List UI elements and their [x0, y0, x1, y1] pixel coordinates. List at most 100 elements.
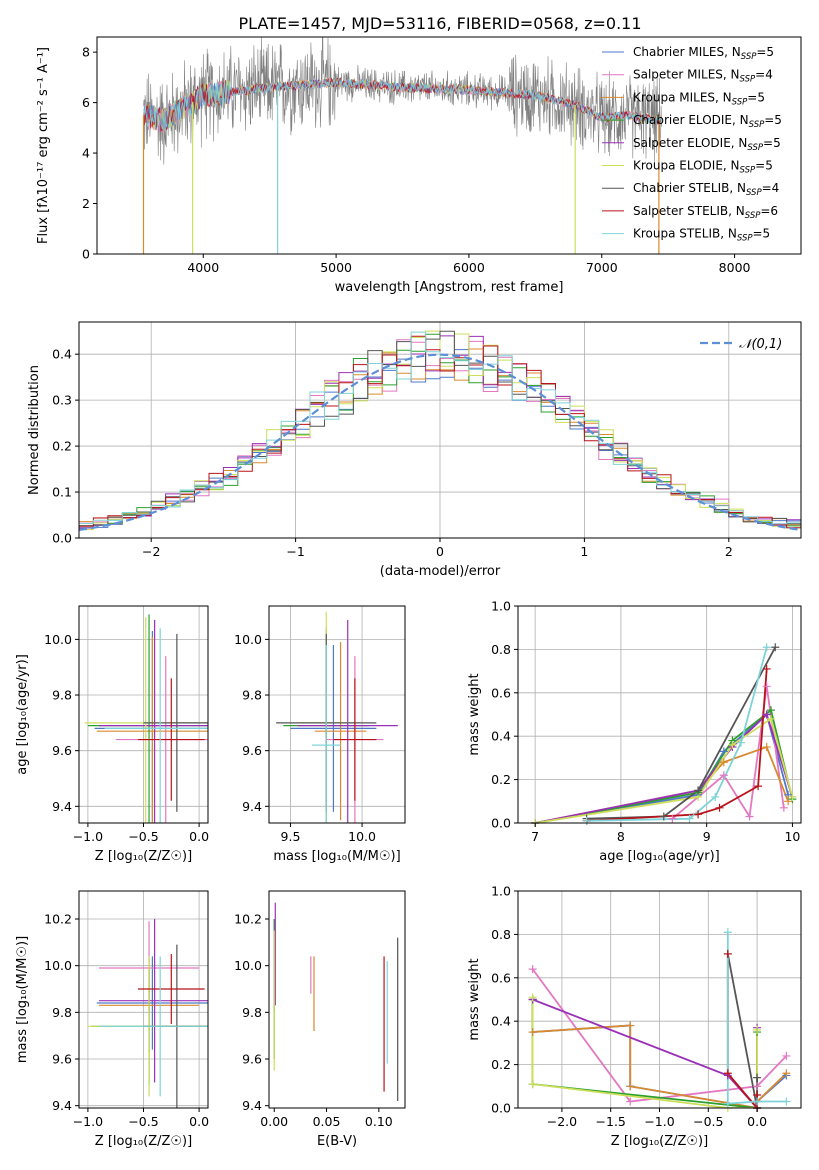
weight-Z-marker: [626, 1021, 635, 1030]
weight-age-ytick-label: 0.8: [491, 642, 511, 657]
age-mass-ytick-label: 10.0: [234, 632, 262, 647]
spectrum-frame: [96, 36, 802, 255]
legend-entry-sub: SSP: [741, 52, 757, 62]
weight-Z-ytick-label: 0.6: [491, 970, 511, 985]
residuals-ytick-label: 0.3: [52, 393, 72, 408]
age-mass-ytick-label: 9.6: [242, 743, 262, 758]
legend-entry: Chabrier MILES, NSSP=5: [633, 45, 774, 62]
spectrum-ylabel: Flux [fλ10⁻¹⁷ erg cm⁻² s⁻¹ A⁻¹]: [36, 47, 51, 244]
weight-Z-marker: [528, 1080, 537, 1089]
weight-age-frame: [517, 605, 802, 824]
weight-age-marker: [788, 792, 797, 801]
weight-age-marker: [762, 682, 771, 691]
weight-Z-marker: [723, 928, 732, 937]
mass-Z-xtick-label: −0.5: [128, 1114, 158, 1129]
weight-age-xtick-label: 9: [703, 829, 711, 844]
legend-entry: Salpeter STELIB, NSSP=6: [633, 204, 778, 221]
age-Z-ytick-label: 9.4: [52, 799, 72, 814]
mass-Z-plot-area: [87, 919, 208, 1108]
weight-age-line-chabrier-stelib: [586, 646, 777, 820]
mass-ebv-xtick-label: 0.05: [313, 1114, 341, 1129]
age-Z-ytick-label: 9.8: [52, 688, 72, 703]
legend-entry-count: =4: [755, 68, 773, 82]
spectrum-plot-area: [142, 37, 662, 254]
weight-age-ylabel: mass weight: [467, 673, 482, 755]
weight-age-marker: [685, 814, 694, 823]
weight-age-panel: 7 8 9 10 0.0 0.2 0.4 0.6 0.8 1.0 age [log₁₀(age/yr…: [467, 599, 802, 864]
weight-age-marker: [762, 643, 771, 652]
weight-age-ytick-label: 0.6: [491, 685, 511, 700]
legend-entry-text: Salpeter ELODIE, N: [633, 136, 747, 150]
spectrum-xtick-label: 4000: [187, 260, 219, 275]
spectrum-ytick-label: 0: [82, 247, 90, 262]
mass-ebv-xlabel: E(B-V): [317, 1134, 357, 1149]
weight-Z-marker: [528, 1028, 537, 1037]
age-Z-xtick-label: 0.0: [189, 829, 209, 844]
spectrum-xlabel: wavelength [Angstrom, rest frame]: [335, 280, 564, 295]
residuals-xtick-label: −1: [286, 544, 304, 559]
mass-ebv-ytick-label: 10.2: [234, 912, 262, 927]
legend-entry-count: =5: [764, 113, 782, 127]
age-Z-xtick-label: −0.5: [128, 829, 158, 844]
residuals-xtick-label: 1: [580, 544, 588, 559]
residuals-normal-curve: [79, 353, 801, 531]
age-Z-ytick-label: 10.0: [44, 632, 72, 647]
weight-Z-marker: [753, 1025, 762, 1034]
legend-entry-count: =5: [763, 136, 781, 150]
mass-Z-ylabel: mass [log₁₀(M/M☉)]: [15, 936, 30, 1063]
weight-age-marker: [745, 812, 754, 821]
mass-ebv-xtick-label: 0.10: [365, 1114, 393, 1129]
weight-age-marker: [728, 740, 737, 749]
legend-entry-sub: SSP: [732, 97, 748, 107]
legend-entry-count: =5: [753, 227, 771, 241]
mass-ebv-xtick-label: 0.00: [260, 1114, 288, 1129]
residuals-hist-kroupa-elodie: [79, 330, 801, 531]
weight-age-marker: [668, 814, 677, 823]
weight-Z-marker: [753, 1082, 762, 1091]
legend-entry-text: Chabrier MILES, N: [633, 45, 741, 59]
weight-age-xtick-label: 7: [531, 829, 539, 844]
residuals-xtick-label: −2: [142, 544, 160, 559]
legend-entry-text: Salpeter MILES, N: [633, 68, 740, 82]
residuals-xtick-label: 2: [725, 544, 733, 559]
weight-Z-ytick-label: 0.2: [491, 1057, 511, 1072]
spectrum-ytick-label: 4: [82, 146, 90, 161]
weight-Z-panel: −2.0 −1.5 −1.0 −0.5 0.0 0.0 0.2 0.4 0.6 0.8 1.0 Z […: [467, 884, 802, 1149]
mass-Z-ytick-label: 9.4: [52, 1098, 72, 1113]
weight-Z-marker: [723, 1099, 732, 1108]
weight-age-marker: [766, 714, 775, 723]
age-Z-panel: −1.0 −0.5 0.0 9.4 9.6 9.8 10.0 Z [log₁₀(Z/Z☉)] a…: [15, 605, 209, 864]
weight-age-marker: [779, 803, 788, 812]
weight-Z-line-salpeter-miles: [531, 968, 788, 1103]
weight-age-ytick-label: 0.4: [491, 729, 511, 744]
legend-entry: Kroupa STELIB, NSSP=5: [633, 227, 770, 244]
legend-entry: Chabrier ELODIE, NSSP=5: [633, 113, 782, 130]
residuals-ylabel: Normed distribution: [27, 365, 42, 495]
legend-entry-sub: SSP: [749, 120, 765, 130]
mass-ebv-plot-area: [273, 902, 399, 1101]
weight-Z-xtick-label: −0.5: [693, 1114, 723, 1129]
weight-Z-marker: [528, 965, 537, 974]
mass-Z-ytick-label: 10.0: [44, 958, 72, 973]
weight-age-marker: [719, 758, 728, 767]
legend-entry-sub: SSP: [737, 234, 753, 244]
age-mass-ytick-label: 9.8: [242, 688, 262, 703]
legend-entry-text: Chabrier STELIB, N: [633, 181, 746, 195]
weight-Z-ytick-label: 1.0: [491, 884, 511, 899]
weight-age-marker: [784, 797, 793, 806]
weight-Z-ylabel: mass weight: [467, 958, 482, 1040]
weight-age-line-kroupa-elodie: [535, 717, 794, 823]
weight-age-marker: [762, 710, 771, 719]
weight-age-marker: [762, 743, 771, 752]
weight-age-ytick-label: 0.0: [491, 816, 511, 831]
weight-age-marker: [659, 812, 668, 821]
weight-Z-ytick-label: 0.0: [491, 1101, 511, 1116]
age-mass-xtick-label: 10.0: [348, 829, 376, 844]
mass-Z-xtick-label: −1.0: [73, 1114, 103, 1129]
weight-age-marker: [736, 738, 745, 747]
legend-entry-text: Kroupa STELIB, N: [633, 227, 737, 241]
legend-entry-sub: SSP: [740, 75, 756, 85]
spectrum-panel: 4000 5000 6000 7000 8000 0 2 4 6 8 wavelength [Ang…: [36, 36, 802, 295]
weight-Z-ytick-label: 0.4: [491, 1014, 511, 1029]
